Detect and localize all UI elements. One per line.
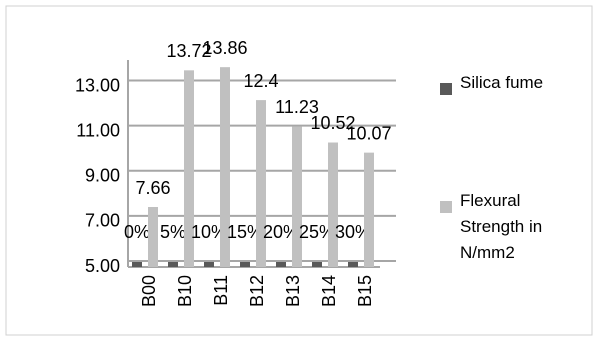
- chart-border: [5, 5, 593, 336]
- bar: [364, 152, 374, 267]
- x-tick-label: B10: [175, 275, 195, 307]
- bar: [348, 262, 358, 267]
- data-label: 10.07: [346, 123, 391, 143]
- data-label: 10%: [191, 222, 227, 242]
- bar: [276, 262, 286, 267]
- bar: [328, 142, 338, 267]
- bar: [204, 262, 214, 267]
- data-label: 11.23: [275, 97, 319, 117]
- bar: [256, 100, 266, 267]
- x-tick-label: B11: [211, 275, 231, 306]
- bar: [184, 70, 194, 267]
- bar: [220, 67, 230, 267]
- bar: [168, 262, 178, 267]
- legend-swatch: [440, 201, 452, 213]
- data-label: 10.52: [310, 113, 355, 133]
- data-label: 13.86: [202, 38, 247, 58]
- x-tick-label: B14: [319, 275, 339, 307]
- data-label: 13.72: [166, 41, 211, 61]
- y-tick-label: 5.00: [85, 256, 120, 276]
- data-label: 12.4: [243, 71, 278, 91]
- data-label: 5%: [160, 222, 186, 242]
- x-tick-label: B15: [355, 275, 375, 307]
- y-tick-label: 9.00: [85, 166, 120, 186]
- legend-swatch: [440, 83, 452, 95]
- data-label: 15%: [227, 222, 263, 242]
- data-label: 7.66: [135, 178, 170, 198]
- x-tick-label: B13: [283, 275, 303, 307]
- legend-label: Silica fume: [460, 73, 544, 92]
- data-label: 25%: [299, 222, 335, 242]
- y-tick-label: 11.00: [76, 120, 120, 140]
- x-tick-label: B00: [139, 275, 159, 307]
- x-tick-label: B12: [247, 275, 267, 307]
- legend-label: Flexural Strength in N/mm2: [460, 191, 543, 262]
- bar: [240, 262, 250, 267]
- bar: [132, 262, 142, 267]
- bar: [148, 207, 158, 267]
- y-tick-label: 7.00: [85, 211, 120, 231]
- data-label: 20%: [263, 222, 299, 242]
- data-label: 0%: [124, 222, 150, 242]
- data-label: 30%: [335, 222, 371, 242]
- bar: [312, 262, 322, 267]
- bar: [292, 126, 302, 268]
- y-tick-label: 13.00: [75, 75, 120, 95]
